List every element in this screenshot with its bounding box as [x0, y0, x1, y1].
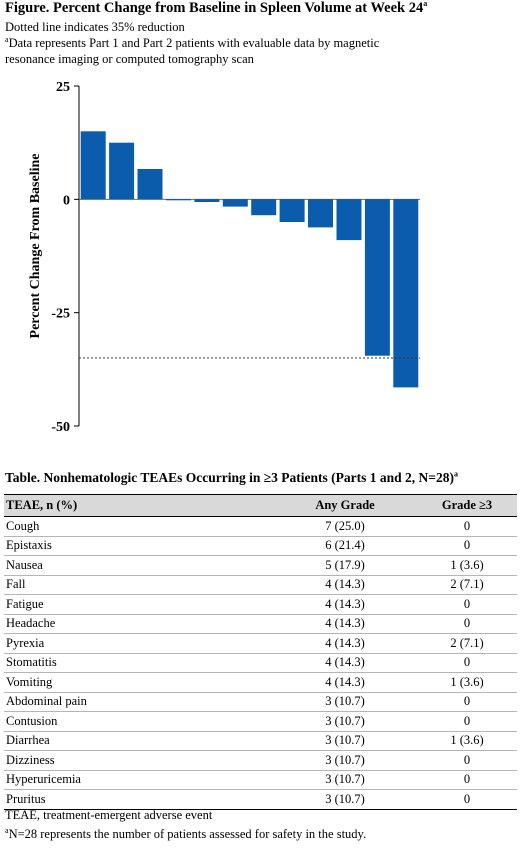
- header-grade-3: Grade ≥3: [417, 494, 517, 517]
- table-row: Vomiting 4 (14.3) 1 (3.6): [4, 672, 517, 693]
- table-row: Epistaxis 6 (21.4) 0: [4, 536, 517, 556]
- table-row: Fatigue 4 (14.3) 0: [4, 594, 517, 615]
- table-row: Headache 4 (14.3) 0: [4, 614, 517, 634]
- cell-teae: Cough: [4, 516, 273, 537]
- y-tick-label: -25: [51, 307, 70, 322]
- figure-note-dotted-line: Dotted line indicates 35% reduction: [5, 20, 185, 34]
- cell-teae: Pyrexia: [4, 633, 273, 654]
- y-axis: 25 0 -25 -50: [51, 80, 420, 435]
- cell-grade-3: 1 (3.6): [417, 555, 517, 576]
- bar: [109, 142, 135, 200]
- cell-any-grade: 3 (10.7): [273, 789, 417, 810]
- cell-any-grade: 7 (25.0): [273, 516, 417, 537]
- figure-note-data: aData represents Part 1 and Part 2 patie…: [5, 34, 380, 50]
- cell-grade-3: 0: [417, 750, 517, 771]
- y-tick-label: 0: [63, 193, 70, 208]
- bar: [222, 199, 248, 207]
- bar: [194, 199, 220, 202]
- bar: [393, 199, 419, 388]
- cell-any-grade: 3 (10.7): [273, 731, 417, 751]
- cell-grade-3: 0: [417, 770, 517, 790]
- bar: [279, 199, 305, 222]
- table-title: Table. Nonhematologic TEAEs Occurring in…: [5, 469, 458, 485]
- table-body: Cough 7 (25.0) 0 Epistaxis 6 (21.4) 0 Nausea 5 …: [4, 516, 517, 810]
- cell-any-grade: 4 (14.3): [273, 575, 417, 595]
- cell-any-grade: 4 (14.3): [273, 594, 417, 615]
- table-row: Pruritus 3 (10.7) 0: [4, 789, 517, 810]
- cell-teae: Pruritus: [4, 789, 273, 810]
- cell-any-grade: 4 (14.3): [273, 633, 417, 654]
- cell-grade-3: 0: [417, 516, 517, 537]
- header-teae: TEAE, n (%): [4, 494, 273, 517]
- cell-teae: Diarrhea: [4, 731, 273, 751]
- y-axis-label: Percent Change From Baseline: [28, 154, 43, 339]
- cell-grade-3: 0: [417, 692, 517, 712]
- cell-any-grade: 4 (14.3): [273, 614, 417, 634]
- y-tick-label: 25: [56, 80, 70, 95]
- cell-teae: Vomiting: [4, 672, 273, 693]
- cell-any-grade: 5 (17.9): [273, 555, 417, 576]
- table-row: Contusion 3 (10.7) 0: [4, 711, 517, 732]
- bar: [364, 199, 390, 356]
- cell-teae: Stomatitis: [4, 653, 273, 673]
- table-row: Abdominal pain 3 (10.7) 0: [4, 692, 517, 712]
- cell-any-grade: 3 (10.7): [273, 770, 417, 790]
- cell-teae: Contusion: [4, 711, 273, 732]
- bar: [251, 199, 277, 216]
- figure-note-data-cont: resonance imaging or computed tomography…: [5, 52, 254, 66]
- table-footnote-teae: TEAE, treatment-emergent adverse event: [5, 808, 213, 822]
- cell-grade-3: 2 (7.1): [417, 575, 517, 595]
- y-tick-label: -50: [51, 420, 70, 435]
- bar: [137, 169, 163, 200]
- table-row: Pyrexia 4 (14.3) 2 (7.1): [4, 633, 517, 654]
- cell-grade-3: 0: [417, 653, 517, 673]
- cell-teae: Headache: [4, 614, 273, 634]
- table-footnote-n: aN=28 represents the number of patients …: [5, 825, 367, 841]
- cell-grade-3: 1 (3.6): [417, 731, 517, 751]
- bar: [336, 199, 362, 241]
- cell-teae: Abdominal pain: [4, 692, 273, 712]
- table-row: Cough 7 (25.0) 0: [4, 516, 517, 537]
- figure-title: Figure. Percent Change from Baseline in …: [5, 0, 428, 16]
- cell-teae: Nausea: [4, 555, 273, 576]
- cell-teae: Hyperuricemia: [4, 770, 273, 790]
- bars: [80, 131, 419, 388]
- cell-grade-3: 0: [417, 536, 517, 556]
- table-header-row: TEAE, n (%) Any Grade Grade ≥3: [4, 494, 517, 517]
- cell-grade-3: 0: [417, 594, 517, 615]
- cell-any-grade: 4 (14.3): [273, 672, 417, 693]
- cell-grade-3: 0: [417, 711, 517, 732]
- teae-table: TEAE, n (%) Any Grade Grade ≥3 Cough 7 (2…: [4, 494, 517, 810]
- bar: [308, 199, 333, 228]
- cell-any-grade: 6 (21.4): [273, 536, 417, 556]
- table-row: Hyperuricemia 3 (10.7) 0: [4, 770, 517, 790]
- table-row: Diarrhea 3 (10.7) 1 (3.6): [4, 731, 517, 751]
- bar: [80, 131, 106, 200]
- cell-grade-3: 2 (7.1): [417, 633, 517, 654]
- cell-teae: Fall: [4, 575, 273, 595]
- cell-teae: Fatigue: [4, 594, 273, 615]
- cell-any-grade: 3 (10.7): [273, 750, 417, 771]
- cell-teae: Dizziness: [4, 750, 273, 771]
- cell-grade-3: 0: [417, 789, 517, 810]
- cell-grade-3: 0: [417, 614, 517, 634]
- table-row: Nausea 5 (17.9) 1 (3.6): [4, 555, 517, 576]
- cell-any-grade: 3 (10.7): [273, 692, 417, 712]
- table-row: Fall 4 (14.3) 2 (7.1): [4, 575, 517, 595]
- spleen-volume-waterfall-chart: 25 0 -25 -50 Percent Change From Baseline: [28, 80, 420, 435]
- cell-teae: Epistaxis: [4, 536, 273, 556]
- cell-grade-3: 1 (3.6): [417, 672, 517, 693]
- bar: [166, 199, 191, 201]
- table-row: Dizziness 3 (10.7) 0: [4, 750, 517, 771]
- header-any-grade: Any Grade: [273, 494, 417, 517]
- cell-any-grade: 4 (14.3): [273, 653, 417, 673]
- table-row: Stomatitis 4 (14.3) 0: [4, 653, 517, 673]
- cell-any-grade: 3 (10.7): [273, 711, 417, 732]
